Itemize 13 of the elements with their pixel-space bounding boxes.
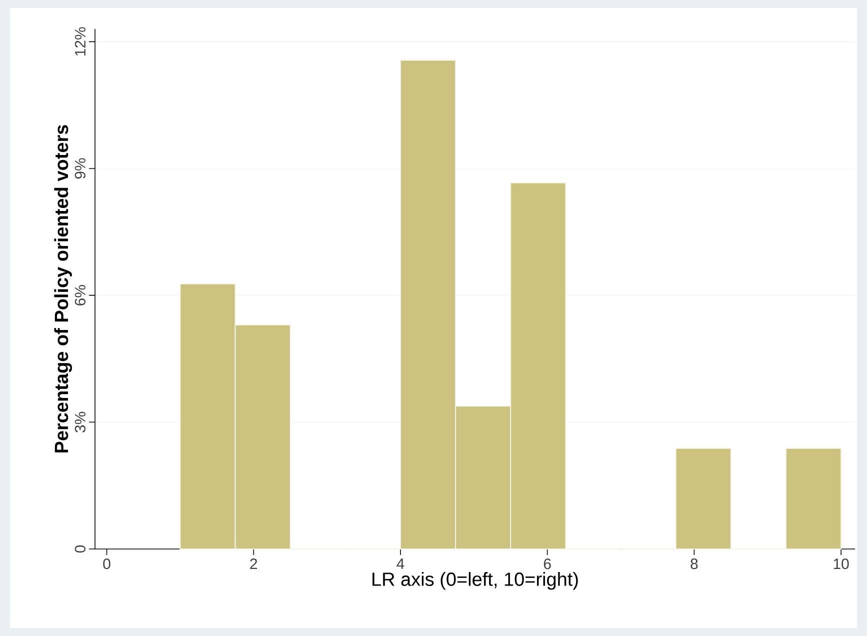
y-tick-label: 6%	[74, 285, 86, 306]
y-tick-label: 0	[74, 545, 86, 553]
y-tick-label: 3%	[74, 412, 86, 432]
y-tick-label: 12%	[74, 27, 86, 56]
x-tick-label: 8	[690, 558, 698, 570]
x-axis-title: LR axis (0=left, 10=right)	[372, 572, 578, 590]
y-tick-label: 9%	[74, 158, 86, 179]
x-tick-label: 6	[544, 558, 551, 570]
y-axis-title: Percentage of Policy oriented voters	[54, 125, 72, 452]
x-tick-label: 4	[396, 558, 404, 569]
x-tick-label: 10	[834, 558, 849, 570]
x-tick-label: 0	[103, 558, 110, 570]
x-tick-label: 2	[250, 558, 258, 569]
